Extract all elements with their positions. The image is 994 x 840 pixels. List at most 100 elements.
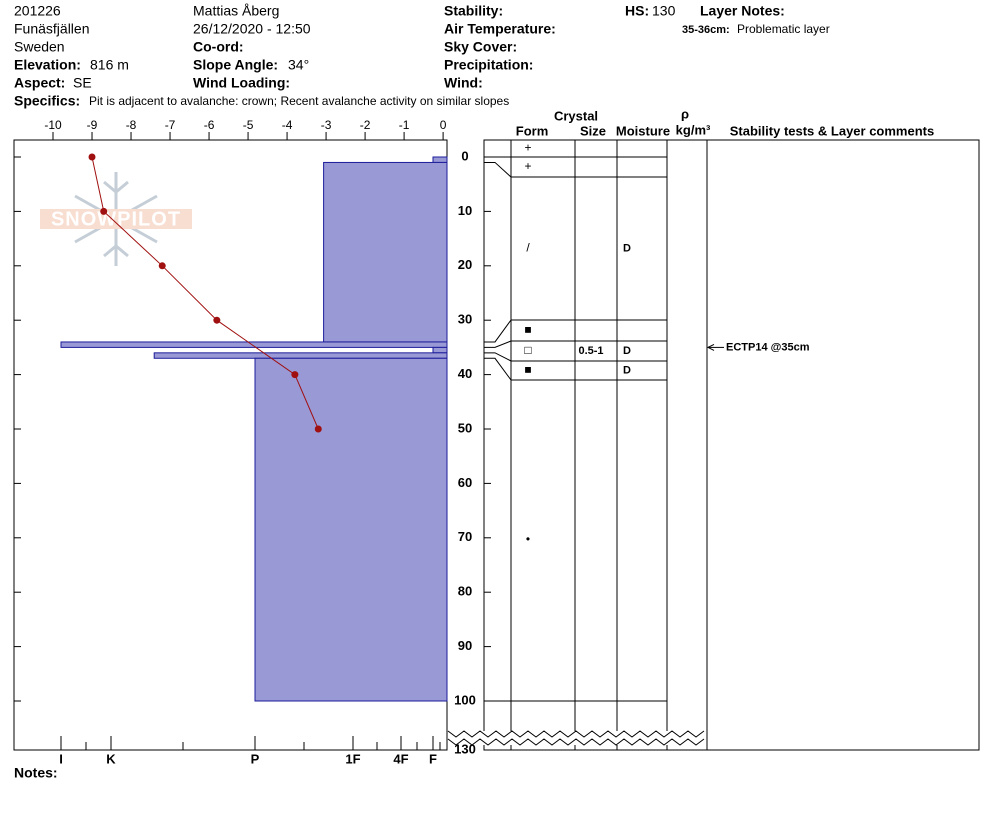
hardness-tick-label: 1F — [345, 751, 360, 766]
y-tick-label: 100 — [454, 692, 476, 707]
x-tick-label: -5 — [243, 118, 254, 132]
label: Slope Angle: — [193, 57, 278, 73]
table-columns — [510, 140, 708, 750]
label: Precipitation: — [444, 57, 533, 73]
layer-connector — [484, 357, 512, 381]
layer-note-range: 35-36cm: — [682, 24, 730, 36]
hardness-layer — [60, 341, 448, 348]
hardness-layer — [254, 357, 448, 702]
hardness-layer — [323, 161, 448, 343]
y-tick-label: 10 — [458, 203, 472, 218]
grain-form: + — [524, 159, 531, 173]
layer-connector — [484, 161, 512, 178]
grain-form: / — [526, 241, 530, 255]
x-tick-label: -10 — [44, 118, 62, 132]
column-header: ρ — [681, 106, 689, 121]
column-header: Size — [580, 123, 606, 138]
layer-connector — [484, 352, 512, 362]
moisture: D — [623, 345, 631, 357]
label: Elevation: — [14, 57, 81, 73]
temperature-point — [158, 262, 166, 270]
y-tick-label: 130 — [454, 741, 476, 756]
y-tick-label: 40 — [458, 366, 472, 381]
axis-break — [448, 731, 706, 745]
x-tick-label: 0 — [440, 118, 447, 132]
observer: Mattias Åberg — [193, 3, 279, 19]
pit-id: 201226 — [14, 3, 61, 19]
specifics: Pit is adjacent to avalanche: crown; Rec… — [89, 94, 509, 108]
axis-break-zigzag — [447, 730, 705, 746]
label: Layer Notes: — [700, 3, 785, 19]
y-tick-label: 60 — [458, 475, 472, 490]
grain-size: 0.5-1 — [578, 345, 603, 357]
moisture: D — [623, 242, 631, 254]
column-header: kg/m³ — [676, 122, 711, 137]
hardness-tick-label: K — [106, 751, 116, 766]
country: Sweden — [14, 39, 65, 55]
header: 201226 Funäsfjällen Sweden Elevation: 81… — [14, 3, 830, 109]
temperature-point — [314, 425, 322, 433]
grain-form: + — [524, 141, 531, 155]
temperature-point — [213, 316, 221, 324]
watermark-band — [40, 209, 192, 229]
column-header: Crystal — [554, 108, 598, 123]
label: Wind: — [444, 75, 483, 91]
notes-label: Notes: — [14, 765, 58, 781]
y-tick-label: 20 — [458, 257, 472, 272]
slope: 34° — [288, 57, 309, 73]
aspect: SE — [73, 75, 92, 91]
layer-connector — [484, 319, 512, 343]
x-tick-label: -3 — [321, 118, 332, 132]
temperature-point — [100, 207, 108, 215]
grain-form: □ — [524, 343, 531, 357]
hardness-layer — [432, 346, 448, 354]
label: Aspect: — [14, 75, 65, 91]
moisture: D — [623, 364, 631, 376]
hardness-layer — [153, 352, 448, 359]
hardness-tick-label: P — [251, 751, 260, 766]
watermark-text: SNOWPILOT — [51, 208, 181, 230]
temperature-line — [91, 156, 319, 430]
hardness-tick-label: 4F — [393, 751, 408, 766]
x-tick-label: -1 — [399, 118, 410, 132]
table-frame — [483, 139, 980, 751]
temperature-point — [88, 153, 96, 161]
location: Funäsfjällen — [14, 21, 90, 37]
x-tick-label: -6 — [204, 118, 215, 132]
column-header: Form — [516, 123, 549, 138]
grain-form: • — [526, 532, 530, 546]
stability-test: ECTP14 @35cm — [726, 341, 810, 353]
x-tick-label: -8 — [126, 118, 137, 132]
hs: 130 — [652, 3, 676, 19]
label: Wind Loading: — [193, 75, 290, 91]
x-tick-label: -7 — [165, 118, 176, 132]
y-tick-label: 50 — [458, 420, 472, 435]
label: Co-ord: — [193, 39, 244, 55]
datetime: 26/12/2020 - 12:50 — [193, 21, 311, 37]
y-tick-label: 0 — [461, 148, 468, 163]
y-tick-label: 90 — [458, 638, 472, 653]
layer-note: Problematic layer — [737, 22, 830, 36]
layer-connector — [484, 340, 512, 348]
temperature-point — [291, 371, 299, 379]
grain-form: ■ — [524, 323, 531, 337]
label: HS: — [625, 3, 649, 19]
y-tick-label: 30 — [458, 312, 472, 327]
y-tick-label: 80 — [458, 584, 472, 599]
x-tick-label: -2 — [360, 118, 371, 132]
hardness-tick-label: F — [429, 751, 437, 766]
hardness-tick-label: I — [59, 751, 63, 766]
label: Sky Cover: — [444, 39, 517, 55]
column-header: Stability tests & Layer comments — [730, 123, 934, 138]
x-tick-label: -4 — [282, 118, 293, 132]
label: Specifics: — [14, 93, 80, 109]
x-tick-label: -9 — [87, 118, 98, 132]
watermark: SNOWPILOT — [40, 172, 192, 266]
hardness-layer — [432, 156, 448, 163]
column-header: Moisture — [616, 123, 670, 138]
label: Stability: — [444, 3, 503, 19]
label: Air Temperature: — [444, 21, 556, 37]
elevation: 816 m — [90, 57, 129, 73]
snowflake — [74, 172, 158, 266]
